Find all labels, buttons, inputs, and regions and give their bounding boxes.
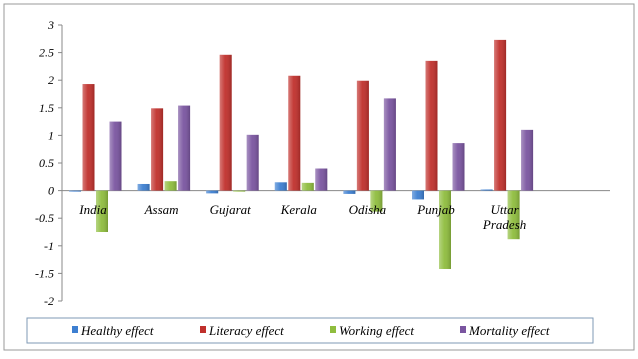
bar-shade xyxy=(233,190,246,192)
y-tick-label: 0.5 xyxy=(39,156,54,170)
bar-shade xyxy=(494,39,507,191)
legend-item: Healthy effect xyxy=(72,323,154,338)
bar-healthy-effect xyxy=(274,182,287,191)
bar-literacy-effect xyxy=(494,39,507,191)
legend-swatch xyxy=(460,326,466,333)
legend-label: Literacy effect xyxy=(208,323,284,338)
bar-healthy-effect xyxy=(69,190,81,192)
bar-shade xyxy=(425,60,438,191)
x-category-label-line: Gujarat xyxy=(210,202,252,217)
y-tick-label: -1 xyxy=(44,239,54,253)
bar-shade xyxy=(274,182,287,191)
x-category-label-line: Kerala xyxy=(280,202,318,217)
x-category-label: Odisha xyxy=(349,202,387,217)
bar-literacy-effect xyxy=(288,75,301,191)
legend-label: Healthy effect xyxy=(80,323,154,338)
bar-working-effect xyxy=(164,181,177,191)
bar-shade xyxy=(178,105,191,191)
legend-item: Working effect xyxy=(330,323,414,338)
legend-swatch xyxy=(330,326,336,333)
bar-shade xyxy=(96,190,108,232)
bar-shade xyxy=(82,84,95,191)
bar-shade xyxy=(137,183,150,191)
bar-mortality-effect xyxy=(246,134,259,191)
bar-healthy-effect xyxy=(343,190,356,194)
x-category-label-line: India xyxy=(78,202,107,217)
x-category-label: Assam xyxy=(144,202,179,217)
bar-shade xyxy=(521,129,534,191)
bar-shade xyxy=(370,190,383,212)
bar-healthy-effect xyxy=(206,190,219,194)
x-category-label: India xyxy=(78,202,107,217)
bar-working-effect xyxy=(301,182,314,191)
legend-item: Mortality effect xyxy=(460,323,550,338)
bar-working-effect xyxy=(96,190,108,232)
bar-healthy-effect xyxy=(137,183,150,191)
x-category-label: Kerala xyxy=(280,202,318,217)
bar-shade xyxy=(343,190,356,194)
legend-swatch xyxy=(72,326,78,333)
bar-literacy-effect xyxy=(82,84,95,191)
bar-working-effect xyxy=(507,190,520,240)
y-tick-label: 1.5 xyxy=(39,101,54,115)
bar-shade xyxy=(480,189,493,191)
bar-working-effect xyxy=(370,190,383,212)
bar-mortality-effect xyxy=(315,168,328,191)
y-tick-label: 2 xyxy=(48,73,54,87)
bar-shade xyxy=(206,190,219,194)
bar-shade xyxy=(315,168,328,191)
y-tick-label: 1 xyxy=(48,128,54,142)
bar-shade xyxy=(246,134,259,191)
y-tick-label: -1.5 xyxy=(35,266,54,280)
bar-shade xyxy=(164,181,177,191)
bar-mortality-effect xyxy=(452,143,465,191)
bar-literacy-effect xyxy=(151,108,164,191)
x-category-label-line: Punjab xyxy=(416,202,455,217)
y-tick-label: -2 xyxy=(44,294,54,308)
bar-shade xyxy=(288,75,301,191)
bar-shade xyxy=(301,182,314,191)
bar-shade xyxy=(507,190,520,240)
x-category-label: Gujarat xyxy=(210,202,252,217)
legend-item: Literacy effect xyxy=(200,323,284,338)
x-category-label-line: Uttar xyxy=(491,202,520,217)
legend-label: Mortality effect xyxy=(468,323,550,338)
legend-label: Working effect xyxy=(339,323,414,338)
bar-shade xyxy=(356,80,369,191)
bar-literacy-effect xyxy=(356,80,369,191)
y-tick-label: 3 xyxy=(47,18,54,32)
bar-shade xyxy=(69,190,81,192)
x-category-label: Uttar Pradesh xyxy=(482,202,526,232)
bar-shade xyxy=(151,108,164,191)
plot-area: -2 -1.5 -1 -0.5 0 0.5 1 1.5 2 2.5 3 India Assam Gujar… xyxy=(35,18,610,308)
y-tick-label: -0.5 xyxy=(35,211,54,225)
bar-literacy-effect xyxy=(425,60,438,191)
legend-swatch xyxy=(200,326,206,333)
legend: Healthy effect Literacy effect Working eff… xyxy=(26,317,594,344)
x-category-label: Punjab xyxy=(416,202,455,217)
bar-shade xyxy=(109,121,122,191)
bar-literacy-effect xyxy=(219,54,232,191)
x-category-label-line: Assam xyxy=(144,202,179,217)
bar-shade xyxy=(452,143,465,191)
bar-healthy-effect xyxy=(412,190,424,200)
bar-healthy-effect xyxy=(480,189,493,191)
bar-shade xyxy=(439,190,451,269)
bar-shade xyxy=(412,190,424,200)
bar-shade xyxy=(219,54,232,191)
bar-mortality-effect xyxy=(383,98,396,191)
bar-mortality-effect xyxy=(109,121,122,191)
y-tick-label: 0 xyxy=(48,184,54,198)
x-category-label-line: Pradesh xyxy=(482,217,526,232)
y-tick-label: 2.5 xyxy=(39,46,54,60)
bar-working-effect xyxy=(233,190,246,192)
bar-mortality-effect xyxy=(178,105,191,191)
bar-shade xyxy=(383,98,396,191)
bar-working-effect xyxy=(439,190,451,269)
bar-mortality-effect xyxy=(521,129,534,191)
legend-box xyxy=(26,317,594,344)
x-category-label-line: Odisha xyxy=(349,202,387,217)
